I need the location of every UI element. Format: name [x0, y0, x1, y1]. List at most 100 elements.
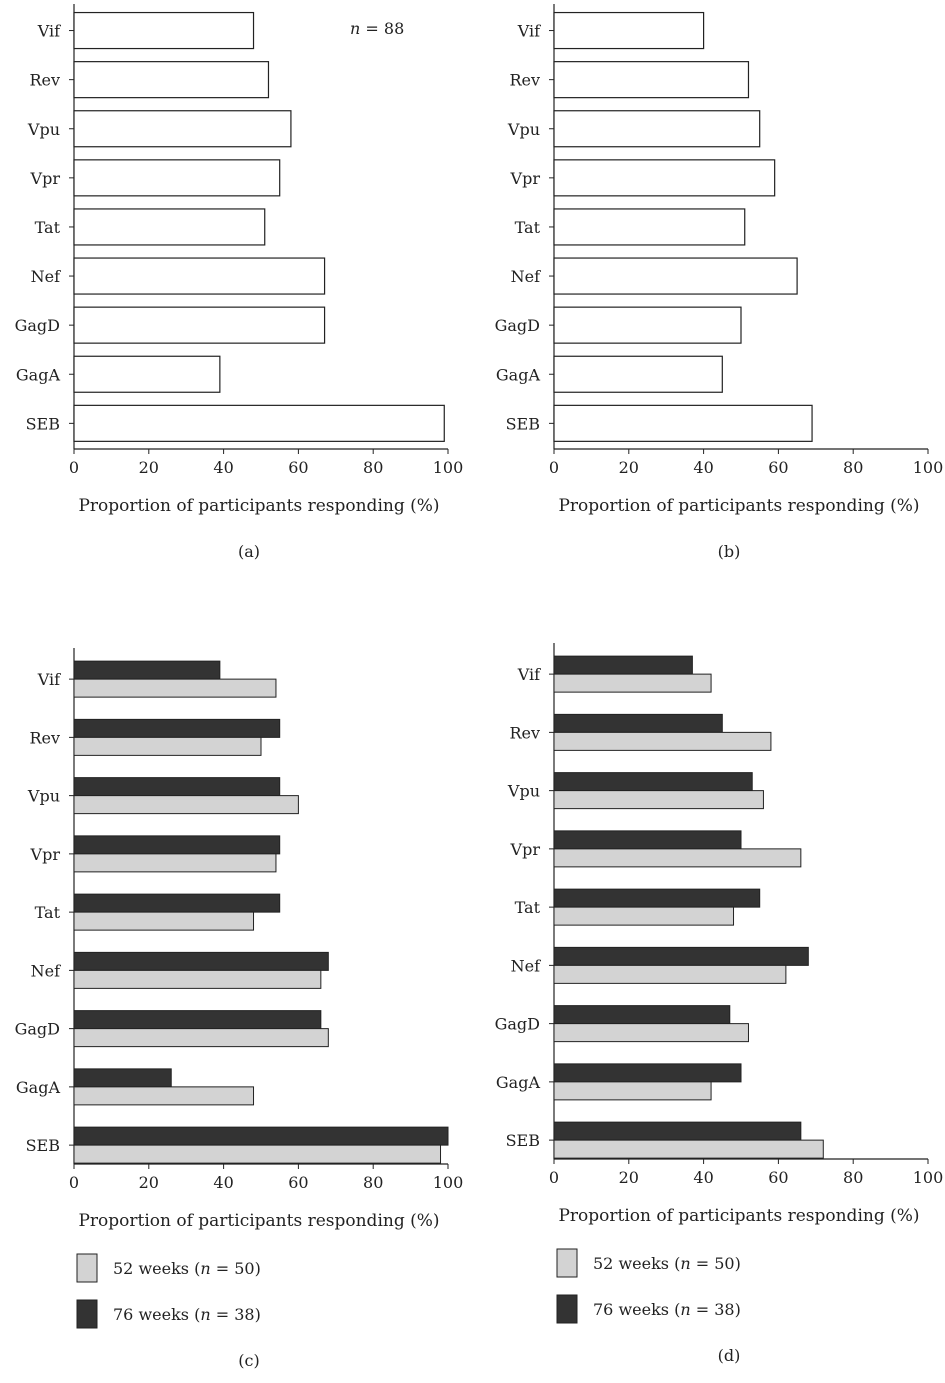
bar-52-weeks	[553, 906, 735, 926]
category-label: Nef	[511, 956, 541, 975]
panel-a: 0 20 40 60 80 100 Vif Rev Vpu Vpr Tat Nef GagD GagA SE…	[15, 4, 464, 561]
bar	[553, 61, 750, 99]
bar-76-weeks	[553, 1005, 731, 1025]
category-label: Tat	[515, 218, 541, 237]
bar-76-weeks	[73, 1010, 322, 1030]
panel-label: (b)	[718, 542, 741, 561]
category-label: GagA	[16, 365, 61, 384]
category-label: GagD	[15, 1020, 60, 1039]
bar	[73, 404, 445, 442]
category-label: SEB	[26, 1136, 60, 1155]
legend-label: 52 weeks (n = 50)	[113, 1259, 261, 1278]
bar	[73, 355, 221, 393]
x-tick-label: 40	[213, 458, 233, 477]
category-label: Rev	[29, 71, 60, 90]
bar-52-weeks	[553, 1081, 712, 1101]
category-label: Nef	[31, 961, 61, 980]
category-label: GagD	[15, 316, 60, 335]
x-axis-title: Proportion of participants responding (%…	[78, 1211, 439, 1231]
bar	[73, 61, 270, 99]
category-label: Rev	[509, 71, 540, 90]
bar-76-weeks	[553, 655, 693, 675]
bar-76-weeks	[73, 835, 281, 855]
panel-d: 0 20 40 60 80 100 Vif Rev Vpu Vpr Tat Nef GagD GagA SE…	[495, 643, 944, 1365]
x-tick-label: 100	[433, 458, 464, 477]
x-tick-label: 0	[69, 1173, 79, 1192]
x-tick-label: 20	[619, 1168, 639, 1187]
bar-76-weeks	[553, 1063, 742, 1083]
category-label: Tat	[35, 218, 61, 237]
x-tick-label: 0	[549, 1168, 559, 1187]
bar-76-weeks	[553, 830, 742, 850]
legend-swatch	[556, 1294, 578, 1324]
bar-76-weeks	[553, 713, 723, 733]
x-tick-label: 60	[288, 1173, 308, 1192]
category-label: Vif	[37, 670, 61, 689]
x-tick-label: 60	[768, 458, 788, 477]
bar	[553, 11, 705, 50]
bar	[73, 159, 281, 197]
category-label: GagA	[496, 365, 541, 384]
x-tick-label: 60	[768, 1168, 788, 1187]
category-label: Vpu	[27, 120, 60, 139]
x-tick-label: 40	[693, 458, 713, 477]
bar	[553, 355, 723, 393]
x-tick-label: 80	[843, 458, 863, 477]
bar	[553, 159, 776, 197]
bar-52-weeks	[553, 1139, 824, 1159]
bar-52-weeks	[73, 795, 299, 815]
x-tick-label: 100	[913, 458, 944, 477]
bar-76-weeks	[553, 946, 809, 966]
category-label: GagD	[495, 316, 540, 335]
bar-52-weeks	[73, 1086, 255, 1106]
category-label: SEB	[26, 414, 60, 433]
legend-swatch	[76, 1299, 98, 1329]
category-label: Rev	[509, 723, 540, 742]
x-tick-label: 40	[213, 1173, 233, 1192]
bar	[73, 257, 326, 295]
bar-76-weeks	[73, 1068, 172, 1088]
category-label: GagD	[495, 1015, 540, 1034]
category-label: SEB	[506, 1131, 540, 1150]
bar-76-weeks	[553, 888, 761, 908]
x-tick-label: 40	[693, 1168, 713, 1187]
category-label: Vpr	[510, 840, 541, 859]
category-label: Tat	[35, 903, 61, 922]
x-tick-label: 20	[619, 458, 639, 477]
bar-52-weeks	[553, 1023, 749, 1043]
sample-size-annotation: n = 88	[350, 19, 404, 38]
category-label: Vif	[517, 665, 541, 684]
bar	[553, 208, 746, 246]
category-label: Nef	[31, 267, 61, 286]
bar	[73, 306, 326, 344]
x-tick-label: 0	[69, 458, 79, 477]
bar	[553, 306, 742, 344]
category-label: Vpu	[507, 120, 540, 139]
category-label: Vpr	[30, 845, 61, 864]
bar	[553, 110, 761, 148]
bar-52-weeks	[73, 1144, 442, 1164]
x-tick-label: 100	[913, 1168, 944, 1187]
category-label: Vpu	[27, 787, 60, 806]
category-label: Vif	[37, 22, 61, 41]
panel-label: (d)	[718, 1346, 741, 1365]
x-tick-label: 60	[288, 458, 308, 477]
panel-label: (c)	[238, 1351, 259, 1370]
x-axis-title: Proportion of participants responding (%…	[558, 1206, 919, 1226]
x-axis-title: Proportion of participants responding (%…	[558, 496, 919, 516]
bar-76-weeks	[73, 893, 281, 913]
bar	[553, 404, 813, 442]
category-label: Vif	[517, 22, 541, 41]
legend-label: 76 weeks (n = 38)	[593, 1300, 741, 1319]
x-tick-label: 20	[139, 458, 159, 477]
bar-76-weeks	[553, 772, 753, 792]
bar-76-weeks	[73, 777, 281, 797]
bar-52-weeks	[73, 678, 277, 698]
category-label: Rev	[29, 728, 60, 747]
x-axis-title: Proportion of participants responding (%…	[78, 496, 439, 516]
bar-52-weeks	[73, 736, 262, 756]
x-tick-label: 80	[363, 458, 383, 477]
category-label: Vpu	[507, 782, 540, 801]
bar-76-weeks	[553, 1121, 802, 1141]
